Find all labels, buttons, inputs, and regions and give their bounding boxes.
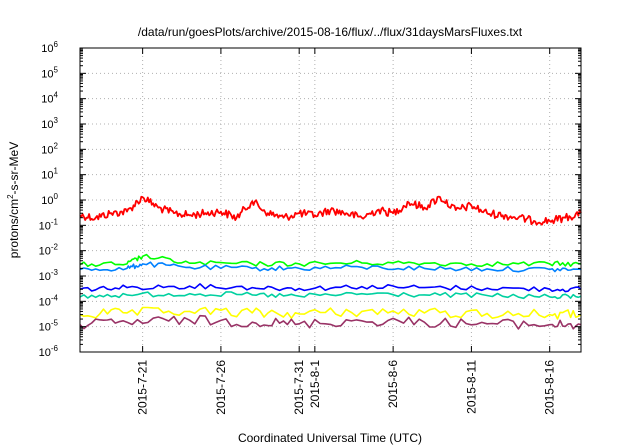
series-line-5 xyxy=(79,291,582,300)
y-axis-label: protons/cm2-s-sr-MeV xyxy=(6,142,21,258)
plot-frame xyxy=(79,47,582,353)
x-tick-label: 2015-8-6 xyxy=(386,360,400,408)
y-tick-label: 103 xyxy=(41,116,58,131)
y-tick-label: 100 xyxy=(41,192,58,207)
x-tick-label: 2015-8-1 xyxy=(308,360,322,408)
y-tick-label: 102 xyxy=(41,141,58,156)
x-tick-label: 2015-7-26 xyxy=(214,360,228,415)
chart-title: /data/run/goesPlots/archive/2015-08-16/f… xyxy=(138,25,523,39)
series-line-3 xyxy=(79,261,582,273)
y-tick-label: 10-2 xyxy=(39,243,59,258)
series-line-1 xyxy=(79,195,582,226)
y-tick-label: 10-4 xyxy=(39,293,59,308)
grid xyxy=(80,48,581,352)
x-tick-label: 2015-7-31 xyxy=(292,360,306,415)
y-tick-label: 101 xyxy=(41,167,58,182)
x-tick-label: 2015-8-11 xyxy=(464,360,478,414)
y-tick-label: 105 xyxy=(41,65,58,80)
series-line-6 xyxy=(79,306,582,320)
series-line-7 xyxy=(79,314,582,330)
y-axis-ticks: 10-6 10-5 10-4 10-3 10-2 10-1 100 101 102 103 104 1… xyxy=(39,40,581,359)
x-axis-ticks: 2015-7-21 2015-7-26 2015-7-31 2015-8-1 2015-… xyxy=(136,48,557,415)
y-tick-label: 10-6 xyxy=(39,344,59,359)
series-line-2 xyxy=(79,253,582,268)
y-tick-label: 10-3 xyxy=(39,268,59,283)
x-axis-label: Coordinated Universal Time (UTC) xyxy=(238,431,422,445)
x-tick-label: 2015-7-21 xyxy=(136,360,150,415)
series-layer xyxy=(79,195,582,330)
x-tick-label: 2015-8-16 xyxy=(543,360,557,415)
y-tick-label: 10-1 xyxy=(39,217,59,232)
y-tick-label: 10-5 xyxy=(39,319,59,334)
series-line-4 xyxy=(79,283,582,293)
y-tick-label: 104 xyxy=(41,91,58,106)
y-tick-label: 106 xyxy=(41,40,58,55)
